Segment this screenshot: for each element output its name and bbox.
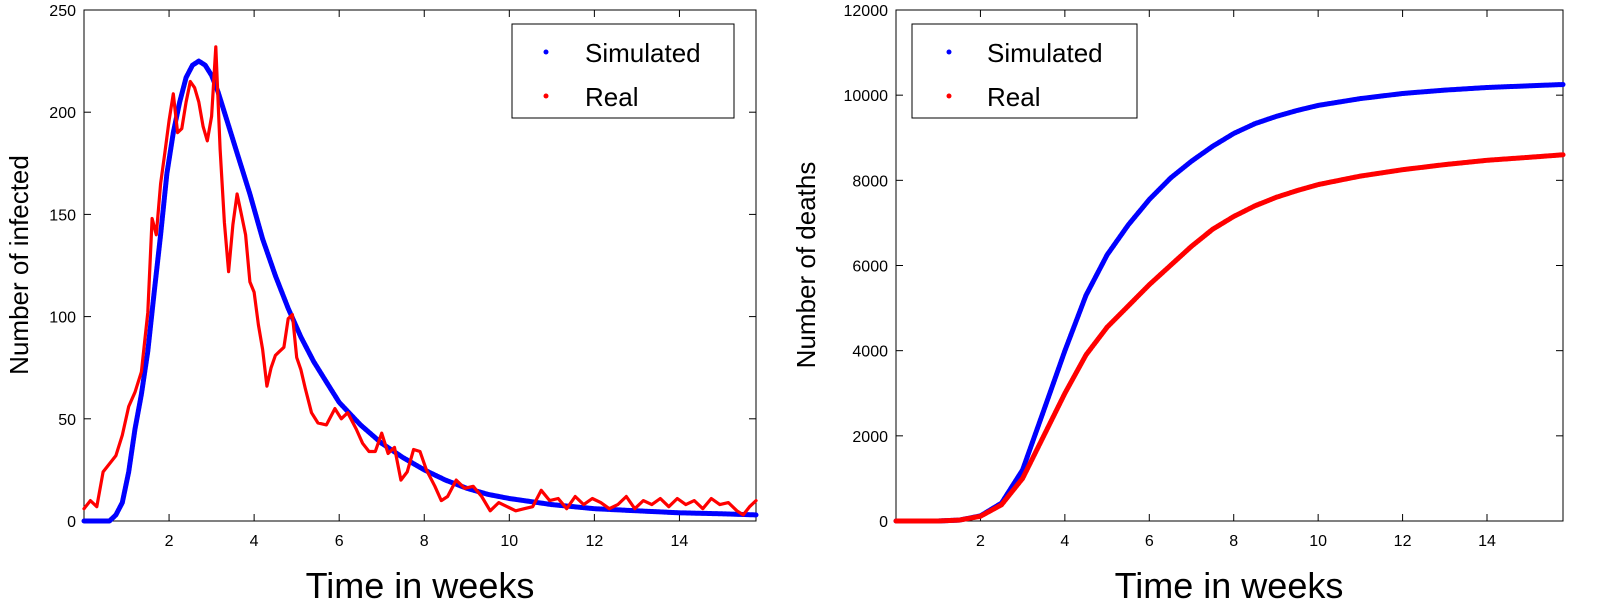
series-line-real [82,45,758,517]
y-tick-label: 150 [49,207,76,224]
y-axis: 0 50 100 150 200 250 [49,3,756,531]
x-tick-label: 12 [585,533,603,550]
x-tick-label: 8 [420,533,429,550]
y-tick-label: 50 [58,412,76,429]
x-tick-label: 10 [500,533,518,550]
x-tick-label: 10 [1309,533,1327,550]
x-tick-label: 8 [1229,533,1238,550]
y-tick-label: 12000 [844,3,889,20]
legend-box [511,23,735,119]
x-tick-label: 14 [671,533,689,550]
legend-marker-simulated [543,49,549,55]
x-tick-label: 2 [976,533,985,550]
y-axis-label: Number of infected [4,155,34,375]
infected-chart: 2 4 6 8 10 12 14 0 50 100 150 200 250 Time in weeks… [4,3,759,606]
y-tick-label: 6000 [852,259,888,276]
y-axis: 0 2000 4000 6000 8000 10000 12000 [844,3,1563,531]
legend-box [911,23,1138,119]
x-tick-label: 14 [1478,533,1496,550]
x-tick-label: 6 [1145,533,1154,550]
y-tick-label: 2000 [852,429,888,446]
legend: Simulated Real [911,23,1138,119]
legend-label-real: Real [585,82,638,112]
x-axis-label: Time in weeks [1115,565,1344,606]
legend-label-simulated: Simulated [987,38,1103,68]
y-tick-label: 4000 [852,344,888,361]
series-line-real [893,152,1566,524]
series-line-simulated [81,58,759,524]
y-axis-label: Number of deaths [791,162,821,369]
y-tick-label: 100 [49,310,76,327]
x-tick-label: 4 [250,533,259,550]
deaths-chart: 2 4 6 8 10 12 14 0 2000 4000 6000 8000 10000 12000 T… [791,3,1566,606]
y-tick-label: 200 [49,105,76,122]
x-tick-label: 2 [165,533,174,550]
series-layer [81,45,759,524]
legend-marker-simulated [946,49,952,55]
x-axis-label: Time in weeks [306,565,535,606]
y-tick-label: 10000 [844,88,889,105]
x-axis: 2 4 6 8 10 12 14 [165,10,689,550]
legend-label-simulated: Simulated [585,38,701,68]
legend-marker-real [543,93,549,99]
x-tick-label: 6 [335,533,344,550]
legend: Simulated Real [511,23,735,119]
legend-marker-real [946,93,952,99]
x-tick-label: 4 [1060,533,1069,550]
y-tick-label: 8000 [852,173,888,190]
y-tick-label: 0 [879,514,888,531]
y-tick-label: 0 [67,514,76,531]
x-tick-label: 12 [1394,533,1412,550]
series-layer [893,82,1566,524]
x-axis: 2 4 6 8 10 12 14 [976,10,1496,550]
legend-label-real: Real [987,82,1040,112]
y-tick-label: 250 [49,3,76,20]
